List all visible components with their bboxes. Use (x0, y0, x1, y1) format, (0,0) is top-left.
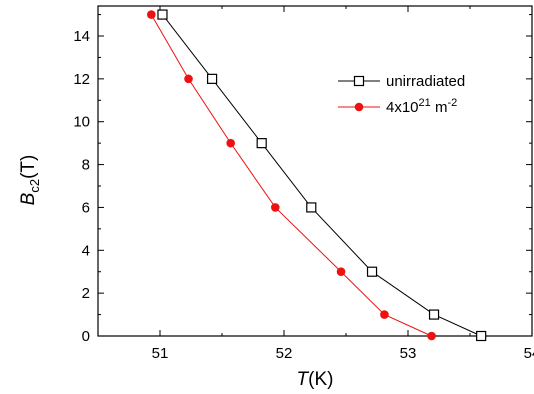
y-tick-label: 2 (82, 285, 90, 302)
data-point (271, 203, 280, 212)
legend-label-unirradiated: unirradiated (386, 73, 465, 90)
legend-marker-unirradiated (353, 75, 365, 87)
x-axis-title: T(K) (297, 369, 334, 390)
data-point (157, 9, 168, 20)
y-axis-unit: (T) (18, 155, 39, 179)
y-tick-label: 6 (82, 199, 90, 216)
legend-item-irradiated: 4x1021 m-2 (338, 97, 457, 116)
y-tick-label: 14 (73, 28, 90, 45)
y-tick-label: 8 (82, 157, 90, 174)
data-point (366, 266, 378, 277)
x-tick-label: 53 (400, 345, 417, 362)
x-tick-label: 51 (152, 345, 169, 362)
x-tick-label: 52 (276, 345, 293, 362)
y-tick-label: 4 (82, 242, 90, 259)
y-axis-sub: c2 (27, 179, 42, 193)
x-tick-label: 54 (524, 345, 534, 362)
legend-label-irradiated: 4x1021 m-2 (386, 97, 457, 116)
data-point (306, 202, 317, 213)
x-axis-var: T (297, 369, 310, 390)
legend-label-exp1: 21 (419, 97, 431, 109)
y-tick-label: 0 (82, 328, 90, 345)
data-point (336, 267, 346, 277)
data-point (476, 330, 487, 342)
series-layer (147, 9, 487, 342)
data-point (427, 331, 436, 341)
legend-item-unirradiated: unirradiated (338, 73, 465, 90)
data-point (428, 309, 440, 320)
series-line-1 (150, 14, 432, 337)
series-1 (147, 10, 436, 341)
y-axis-title: Bc2(T) (18, 155, 42, 206)
data-point (226, 138, 235, 148)
series-line-0 (162, 14, 482, 337)
plot-frame (97, 5, 533, 337)
legend-marker-irradiated (354, 102, 364, 112)
data-point (256, 138, 267, 149)
series-0 (157, 9, 487, 342)
legend-label-mid: m (431, 99, 448, 116)
data-point (147, 10, 156, 19)
x-axis-unit: (K) (308, 369, 333, 390)
legend-label-exp2: -2 (447, 97, 457, 109)
y-tick-label: 12 (73, 71, 90, 88)
data-point (184, 74, 193, 84)
data-point (206, 73, 218, 84)
legend: unirradiated 4x1021 m-2 (338, 73, 465, 116)
axis-ticks: 51 52 53 54 0 2 4 6 8 10 12 14 (73, 6, 534, 362)
legend-label-base: 4x10 (386, 99, 419, 116)
y-axis-var: B (18, 192, 39, 205)
y-tick-label: 10 (73, 114, 90, 131)
data-point (380, 310, 389, 319)
